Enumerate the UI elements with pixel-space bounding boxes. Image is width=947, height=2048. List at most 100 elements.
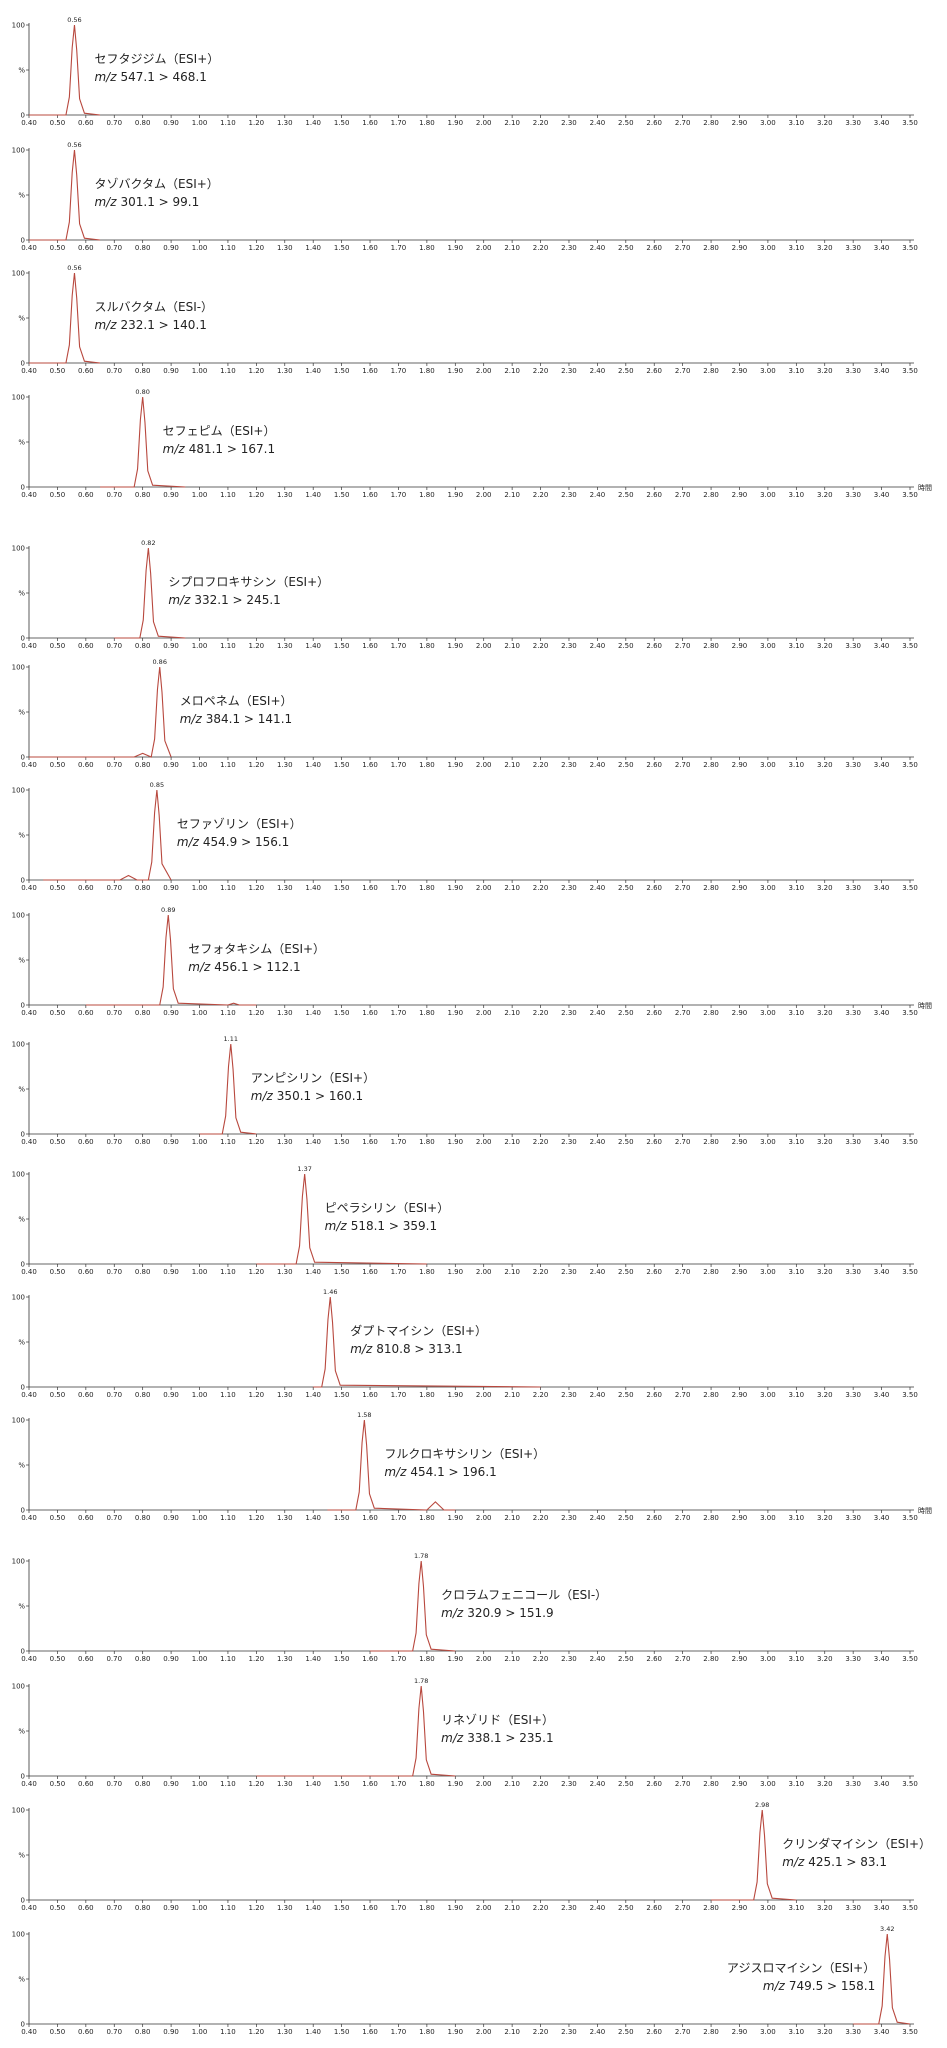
x-tick-label: 3.30 [845,367,861,375]
peak-label: 1.11 [224,1035,238,1043]
x-tick-label: 1.80 [419,1780,435,1788]
x-tick-label: 2.50 [618,244,634,252]
panel: 0% 100 0.40 0.50 0.60 0.70 0.80 0.90 1.00 1.10 1.2… [12,1552,918,1663]
x-tick-label: 1.70 [391,1391,407,1399]
y-tick-label: 0 [21,1648,25,1656]
x-tick-label: 1.20 [249,1780,265,1788]
x-tick-label: 3.10 [789,1391,805,1399]
x-tick-label: 1.10 [220,1780,236,1788]
x-tick-label: 1.00 [192,1780,208,1788]
y-tick-label: 100 [12,1171,25,1179]
y-tick-label: 0 [21,635,25,643]
x-tick-label: 1.00 [192,1138,208,1146]
x-tick-label: 1.00 [192,1514,208,1522]
x-tick-label: 2.70 [675,1514,691,1522]
x-tick-label: 1.50 [334,1268,350,1276]
x-tick-label: 2.20 [533,244,549,252]
x-tick-label: 3.30 [845,1904,861,1912]
x-tick-label: 1.00 [192,1391,208,1399]
x-tick-label: 0.50 [50,1268,66,1276]
panel: 0% 100 0.40 0.50 0.60 0.70 0.80 0.90 1.00 1.10 1.2… [12,1035,918,1146]
x-tick-label: 1.40 [305,1138,321,1146]
x-tick-label: 3.00 [760,761,776,769]
x-tick-label: 0.90 [163,367,179,375]
x-tick-label: 1.90 [447,1268,463,1276]
x-tick-label: 2.10 [504,491,520,499]
x-tick-label: 2.60 [646,1009,662,1017]
x-tick-label: 0.40 [21,1780,37,1788]
trace [114,547,186,639]
x-tick-label: 1.60 [362,1009,378,1017]
x-tick-label: 1.30 [277,1138,293,1146]
x-tick-label: 0.80 [135,642,151,650]
x-tick-label: 2.80 [703,1655,719,1663]
x-tick-label: 0.80 [135,884,151,892]
x-tick-label: 2.30 [561,1780,577,1788]
trace [85,914,257,1006]
y-tick-label: 100 [12,787,25,795]
y-tick-label: % [18,1339,25,1347]
y-tick-label: 100 [12,394,25,402]
x-tick-label: 1.60 [362,884,378,892]
x-tick-label: 1.50 [334,1780,350,1788]
x-tick-label: 1.10 [220,1514,236,1522]
x-tick-label: 3.20 [817,1391,833,1399]
x-tick-label: 0.40 [21,1655,37,1663]
trace [256,1173,427,1265]
x-tick-label: 1.40 [305,244,321,252]
x-tick-label: 3.20 [817,119,833,127]
x-tick-label: 0.50 [50,642,66,650]
x-tick-label: 2.10 [504,884,520,892]
x-tick-label: 3.30 [845,1514,861,1522]
x-tick-label: 2.50 [618,1514,634,1522]
compound-name: フルクロキサシリン（ESI+） [384,1447,545,1461]
x-tick-label: 1.70 [391,1009,407,1017]
x-tick-label: 2.20 [533,491,549,499]
x-tick-label: 1.70 [391,2028,407,2036]
x-tick-label: 0.90 [163,1655,179,1663]
x-tick-label: 0.40 [21,1904,37,1912]
y-tick-label: 100 [12,1041,25,1049]
x-tick-label: 3.10 [789,761,805,769]
x-tick-label: 2.50 [618,1780,634,1788]
x-tick-label: 0.90 [163,761,179,769]
x-tick-label: 2.20 [533,884,549,892]
x-tick-label: 2.60 [646,884,662,892]
x-tick-label: 3.50 [902,1268,918,1276]
x-tick-label: 1.70 [391,367,407,375]
y-tick-label: % [18,1852,25,1860]
x-tick-label: 2.50 [618,1655,634,1663]
y-tick-label: % [18,1462,25,1470]
x-tick-label: 2.90 [732,642,748,650]
x-tick-label: 1.20 [249,1655,265,1663]
trace [853,1933,911,2025]
x-tick-label: 3.40 [874,761,890,769]
x-tick-label: 0.90 [163,1009,179,1017]
x-tick-label: 1.50 [334,1514,350,1522]
x-tick-label: 3.10 [789,1009,805,1017]
y-tick-label: 100 [12,1931,25,1939]
x-tick-label: 0.60 [78,1904,94,1912]
x-tick-label: 1.10 [220,884,236,892]
x-tick-label: 1.10 [220,761,236,769]
x-tick-label: 1.90 [447,1904,463,1912]
x-tick-label: 3.30 [845,119,861,127]
x-tick-label: 2.70 [675,1904,691,1912]
x-tick-label: 1.50 [334,1138,350,1146]
x-tick-label: 3.40 [874,1514,890,1522]
x-tick-label: 2.00 [476,2028,492,2036]
y-tick-label: 100 [12,664,25,672]
x-tick-label: 1.70 [391,1780,407,1788]
trace [29,666,172,758]
x-tick-label: 0.40 [21,1268,37,1276]
mz-label: m/z [168,593,191,607]
x-tick-label: 2.70 [675,119,691,127]
x-tick-label: 0.80 [135,244,151,252]
y-tick-label: % [18,67,25,75]
x-tick-label: 2.80 [703,244,719,252]
x-tick-label: 2.80 [703,1009,719,1017]
x-tick-label: 1.20 [249,1009,265,1017]
transition-label: m/z 456.1 > 112.1 [188,960,300,974]
x-tick-label: 1.30 [277,119,293,127]
